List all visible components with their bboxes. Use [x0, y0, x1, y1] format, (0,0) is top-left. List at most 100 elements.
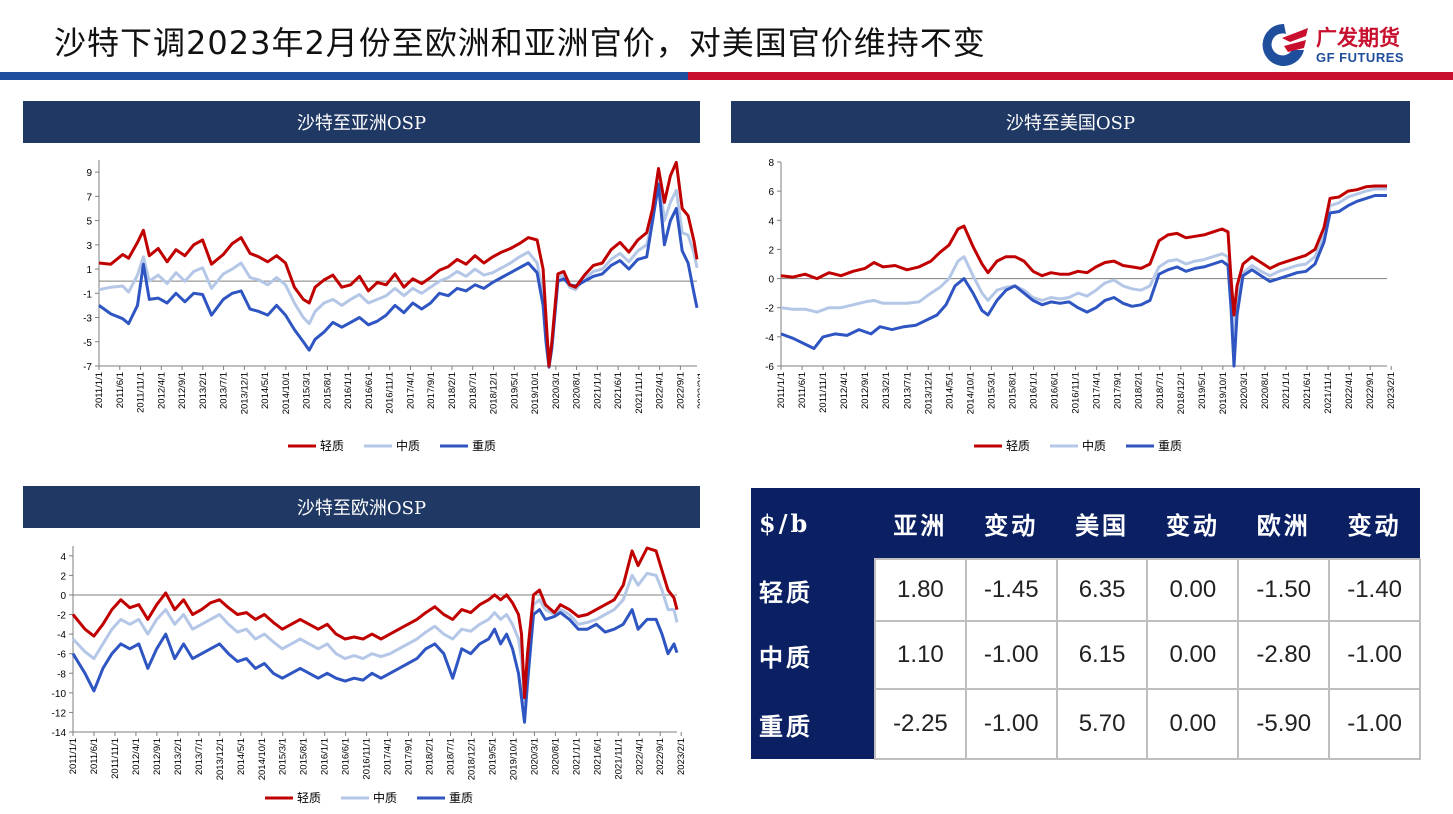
- x-tick-label: 2013/7/1: [194, 738, 205, 775]
- x-tick-label: 2021/11/1: [613, 738, 624, 780]
- y-tick-label: -6: [57, 650, 66, 661]
- y-tick-label: -14: [52, 728, 67, 739]
- y-tick-label: -4: [57, 630, 66, 641]
- x-tick-label: 2011/11/1: [110, 738, 121, 779]
- x-tick-label: 2021/1/1: [1281, 372, 1292, 409]
- x-tick-label: 2016/1/1: [1029, 372, 1040, 409]
- x-tick-label: 2020/3/1: [529, 738, 540, 775]
- table-cell: 6.35: [1055, 558, 1149, 622]
- x-tick-label: 2018/12/1: [489, 372, 500, 414]
- x-tick-label: 2020/8/1: [550, 738, 561, 775]
- series-line-medium: [780, 187, 1387, 339]
- x-tick-label: 2018/2/1: [1134, 372, 1145, 409]
- x-tick-label: 2020/8/1: [1260, 372, 1271, 409]
- series-line-medium: [98, 170, 699, 366]
- x-tick-label: 2012/9/1: [177, 372, 188, 409]
- x-tick-label: 2013/2/1: [881, 372, 892, 409]
- x-tick-label: 2011/6/1: [89, 738, 100, 774]
- legend-label-light: 轻质: [320, 439, 344, 453]
- series-line-light: [71, 546, 679, 700]
- table-cell: 0.00: [1146, 688, 1240, 760]
- series-line-medium: [71, 571, 679, 705]
- x-tick-label: 2023/2/1: [1386, 372, 1397, 409]
- x-tick-label: 2012/4/1: [839, 372, 850, 409]
- x-tick-label: 2022/4/1: [634, 738, 645, 775]
- y-tick-label: 6: [768, 187, 774, 198]
- y-tick-label: -7: [83, 362, 92, 373]
- x-tick-label: 2015/3/1: [278, 738, 289, 775]
- x-tick-label: 2023/2/1: [696, 372, 700, 409]
- table-header-asia: 亚洲: [875, 488, 966, 559]
- x-tick-label: 2015/8/1: [1007, 372, 1018, 409]
- x-tick-label: 2019/10/1: [530, 372, 541, 414]
- table-header-europe-change: 变动: [1329, 488, 1420, 559]
- x-tick-label: 2011/11/1: [818, 372, 829, 413]
- x-tick-label: 2016/6/1: [364, 372, 375, 409]
- y-tick-label: -12: [52, 708, 67, 719]
- x-tick-label: 2022/9/1: [675, 372, 686, 409]
- title-underline-red: [688, 72, 1453, 80]
- x-tick-label: 2019/5/1: [509, 372, 520, 409]
- x-tick-label: 2021/6/1: [592, 738, 603, 775]
- asia-chart-header: 沙特至亚洲OSP: [23, 101, 700, 143]
- legend-label-heavy: 重质: [472, 439, 496, 453]
- y-tick-label: -3: [83, 314, 92, 325]
- title-underline-blue: [0, 72, 688, 80]
- x-tick-label: 2011/1/1: [68, 738, 79, 774]
- x-tick-label: 2017/9/1: [1113, 372, 1124, 409]
- table-cell: 1.80: [874, 558, 967, 622]
- x-tick-label: 2021/6/1: [613, 372, 624, 409]
- x-tick-label: 2018/7/1: [1155, 372, 1166, 409]
- y-tick-label: -6: [765, 362, 774, 373]
- x-tick-label: 2016/6/1: [341, 738, 352, 775]
- x-tick-label: 2013/12/1: [923, 372, 934, 414]
- legend-label-heavy: 重质: [1158, 439, 1182, 453]
- table-header-europe: 欧洲: [1238, 488, 1330, 559]
- x-tick-label: 2016/1/1: [320, 738, 331, 775]
- y-tick-label: -4: [765, 333, 774, 344]
- x-tick-label: 2022/9/1: [1365, 372, 1376, 409]
- legend-label-medium: 中质: [373, 790, 397, 805]
- x-tick-label: 2023/2/1: [676, 738, 687, 775]
- row-label: 重质: [751, 689, 875, 759]
- x-tick-label: 2011/11/1: [136, 372, 147, 413]
- x-tick-label: 2015/8/1: [299, 738, 310, 775]
- table-cell: 0.00: [1146, 558, 1240, 622]
- table-cell: 1.10: [874, 620, 967, 690]
- table-cell: -1.00: [1328, 620, 1421, 690]
- table-cell: 6.15: [1055, 620, 1149, 690]
- usa-chart-header: 沙特至美国OSP: [731, 101, 1410, 143]
- x-tick-label: 2014/10/1: [965, 372, 976, 414]
- x-tick-label: 2021/1/1: [592, 372, 603, 409]
- series-line-light: [98, 160, 699, 368]
- row-label: 中质: [751, 621, 875, 689]
- table-row: 中质 1.10 -1.00 6.15 0.00 -2.80 -1.00: [751, 620, 1421, 690]
- x-tick-label: 2021/11/1: [634, 372, 645, 414]
- x-tick-label: 2019/5/1: [1197, 372, 1208, 409]
- table-cell: -2.80: [1237, 620, 1331, 690]
- x-tick-label: 2019/5/1: [487, 738, 498, 775]
- x-tick-label: 2017/4/1: [383, 738, 394, 775]
- table-header-unit: $/b: [751, 488, 875, 559]
- x-tick-label: 2015/3/1: [302, 372, 313, 409]
- y-tick-label: -5: [83, 338, 92, 349]
- x-tick-label: 2015/8/1: [322, 372, 333, 409]
- x-tick-label: 2017/4/1: [1092, 372, 1103, 409]
- table-header-row: $/b 亚洲 变动 美国 变动 欧洲 变动: [751, 488, 1420, 559]
- table-cell: -1.00: [964, 620, 1058, 690]
- x-tick-label: 2016/11/1: [385, 372, 396, 414]
- table-cell: -5.90: [1237, 688, 1331, 760]
- x-tick-label: 2016/11/1: [1071, 372, 1082, 414]
- series-line-heavy: [71, 608, 679, 724]
- row-label: 轻质: [751, 559, 875, 621]
- asia-osp-chart: -7 -5 -3 -1 1 3 5 7 9 2011/1/1 2011/6/1 2011/11/1 20…: [83, 160, 700, 453]
- x-tick-label: 2014/5/1: [944, 372, 955, 409]
- x-tick-label: 2021/11/1: [1323, 372, 1334, 414]
- x-tick-label: 2017/4/1: [405, 372, 416, 409]
- y-tick-label: 0: [768, 275, 774, 286]
- x-tick-label: 2018/12/1: [1176, 372, 1187, 414]
- x-tick-label: 2015/3/1: [986, 372, 997, 409]
- x-tick-label: 2012/4/1: [156, 372, 167, 409]
- table-cell: -1.40: [1328, 558, 1421, 622]
- x-tick-label: 2013/7/1: [902, 372, 913, 409]
